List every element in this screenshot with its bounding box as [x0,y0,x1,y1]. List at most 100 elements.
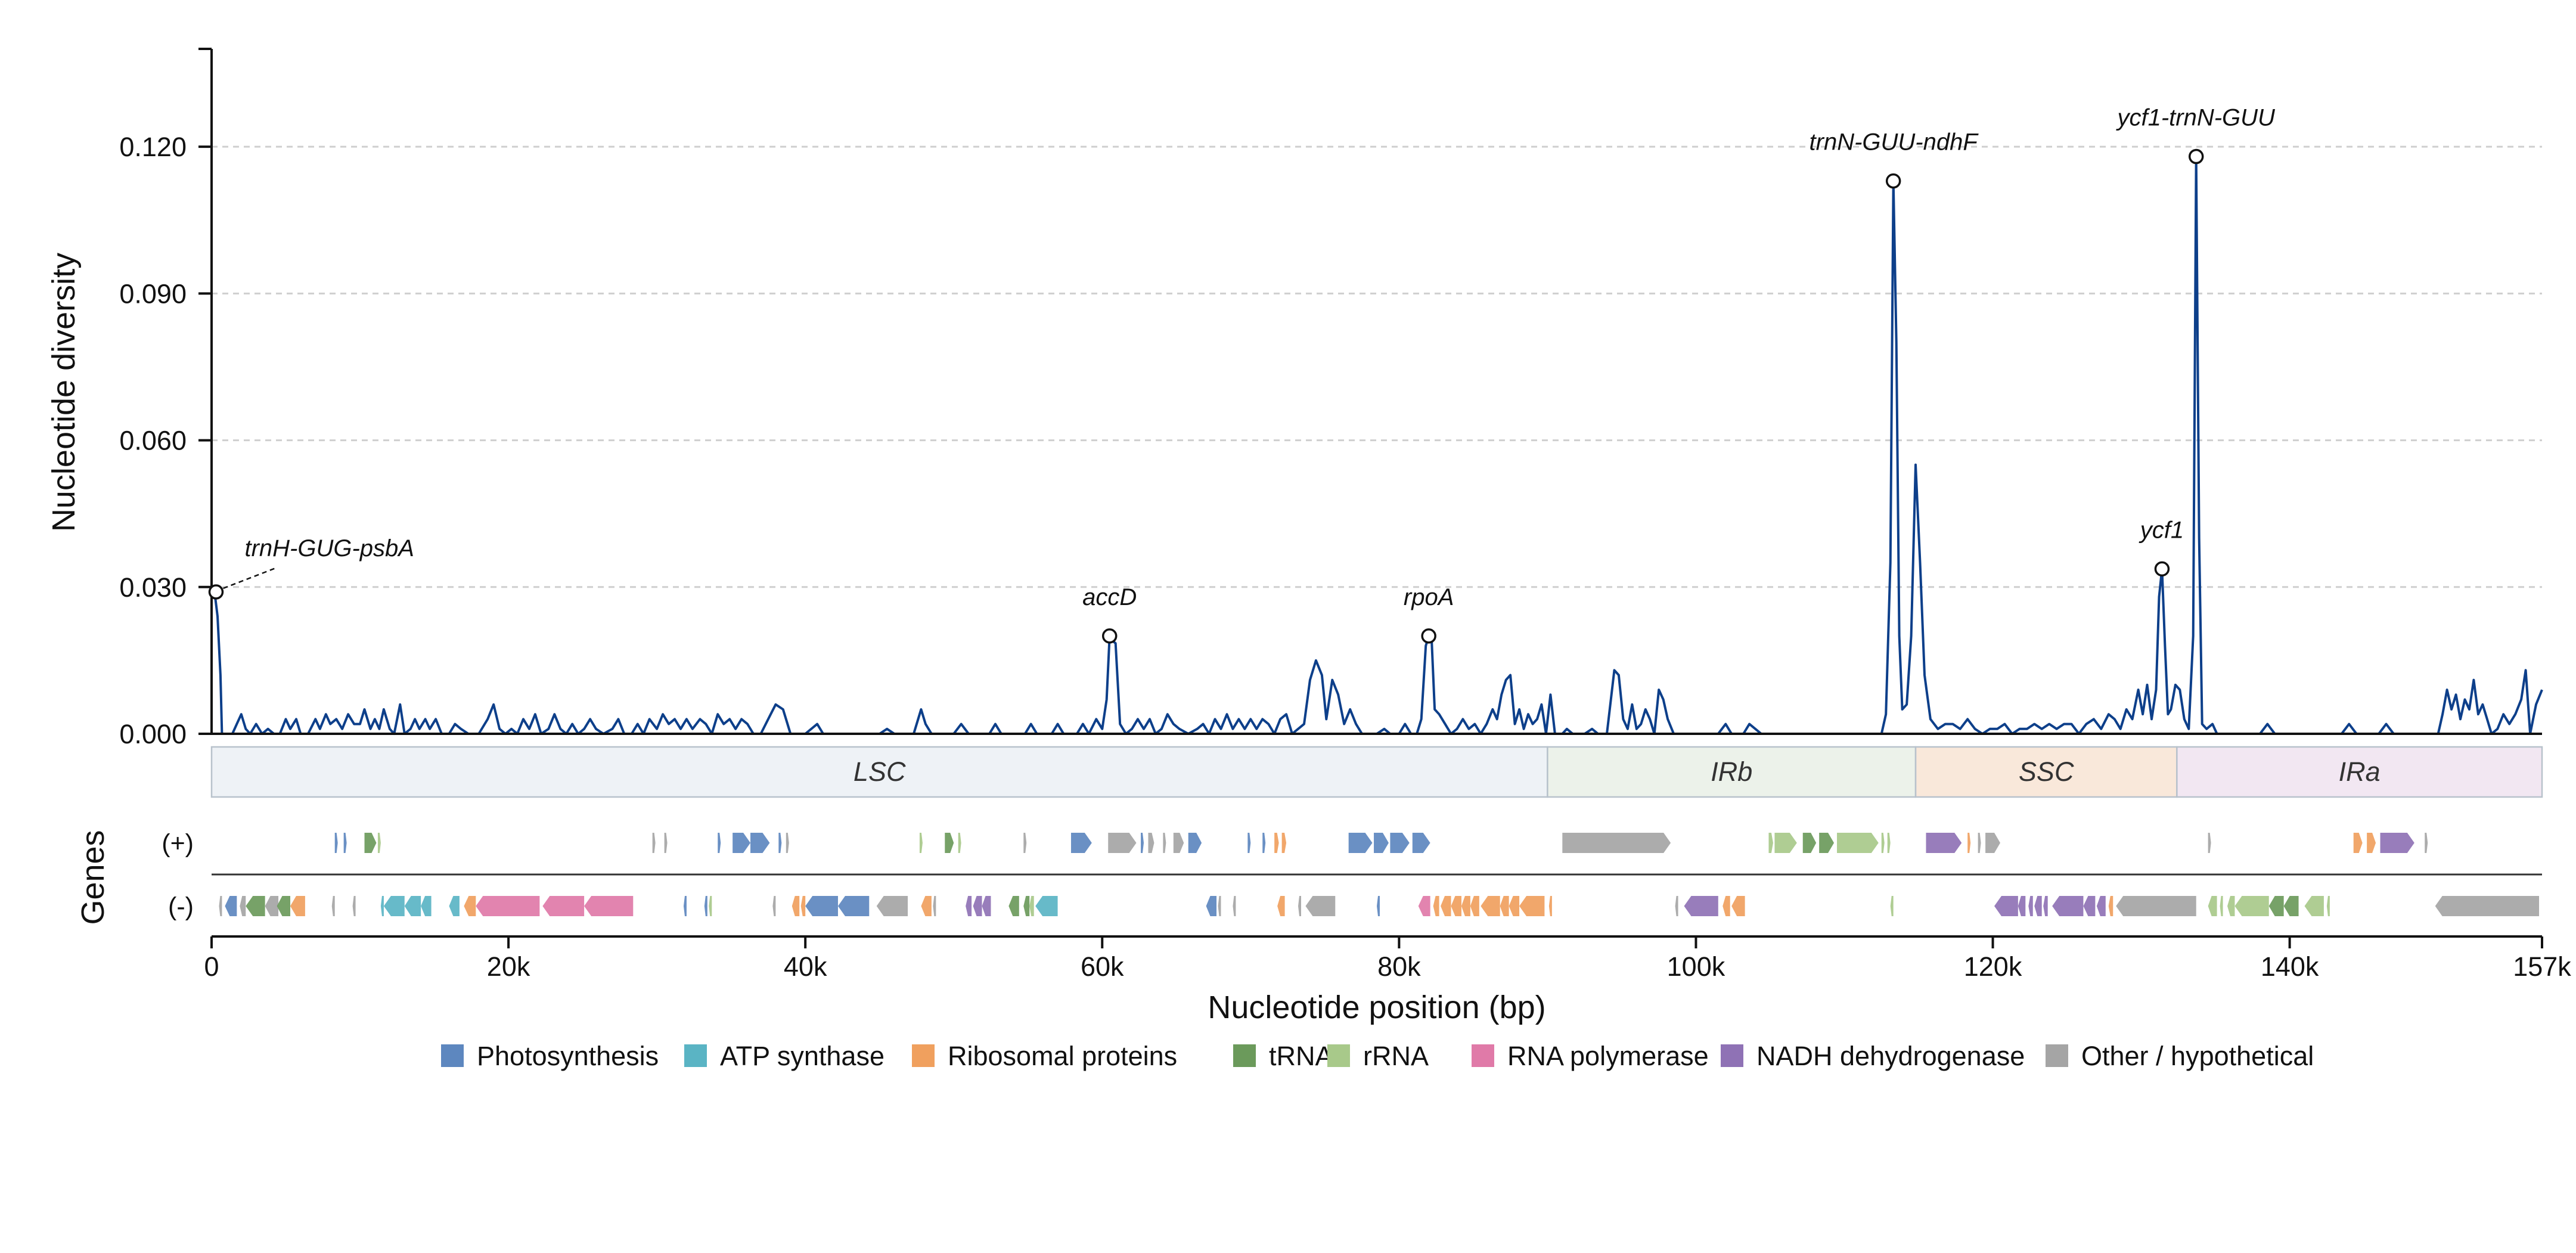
legend-swatch-other [2046,1044,2068,1067]
gene-minus [2227,896,2235,916]
legend-label: Photosynthesis [477,1041,659,1071]
gene-minus [1519,896,1545,916]
gene-minus [542,896,585,916]
peak-label: ycf1-trnN-GUU [2115,105,2276,131]
x-tick-label: 60k [1081,951,1124,982]
peak-marker [1101,628,1118,644]
gene-minus [421,896,432,916]
x-tick-label: 40k [784,951,827,982]
legend-swatch-rrna [1327,1044,1350,1067]
peak-marker [2188,148,2204,165]
gene-minus [1470,896,1479,916]
legend-label: ATP synthase [720,1041,884,1071]
peak-marker [2154,561,2170,577]
gene-plus [1163,833,1166,853]
gene-minus [380,896,384,916]
gene-minus [2435,896,2540,916]
x-tick-label: 140k [2261,951,2319,982]
gene-plus [919,833,923,853]
gene-plus [664,833,668,853]
gene-plus [1819,833,1835,853]
gene-minus [1008,896,1019,916]
gene-plus [945,833,954,853]
gene-minus [352,896,356,916]
gene-minus [2208,896,2217,916]
x-tick-label: 20k [487,951,530,982]
gene-minus [240,896,246,916]
peak-label: ycf1 [2139,517,2184,543]
gene-minus [1277,896,1285,916]
gene-minus [1035,896,1058,916]
gene-minus [1298,896,1301,916]
gene-minus [1451,896,1461,916]
gene-plus [1967,833,1971,853]
gene-plus [1348,833,1373,853]
gene-plus [778,833,782,853]
gene-minus [246,896,265,916]
gene-plus [1802,833,1817,853]
y-axis-title: Nucleotide diversity [46,253,82,532]
gene-plus [733,833,751,853]
gene-minus [800,896,806,916]
gene-minus [2304,896,2324,916]
gene-minus [2052,896,2084,916]
gene-minus [476,896,540,916]
gene-minus [1433,896,1439,916]
gene-minus [1731,896,1745,916]
gene-plus [2208,833,2211,853]
genes-track-title: Genes [75,830,111,925]
gene-plus [958,833,961,853]
y-tick-label: 0.060 [119,426,187,456]
gene-minus [966,896,972,916]
x-axis-title: Nucleotide position (bp) [1208,990,1545,1025]
gene-minus [1548,896,1552,916]
gene-minus [2326,896,2330,916]
gene-plus [2425,833,2428,853]
gene-minus [219,896,222,916]
y-tick-label: 0.090 [119,278,187,309]
legend-label: Other / hypothetical [2081,1041,2314,1071]
legend: Photosynthesis ATP synthase Ribosomal prot… [441,1041,2314,1071]
strand-minus-label: (-) [168,892,194,921]
gene-plus [1173,833,1184,853]
axes: 0.000 0.030 0.060 0.090 0.120 0 20k 40k 60k 80k 10… [119,48,2571,982]
gene-minus [2018,896,2026,916]
y-tick-label: 0.030 [119,572,187,603]
x-tick-label: 157k [2513,951,2571,982]
gene-minus [277,896,290,916]
gene-plus [377,833,381,853]
gene-plus [1108,833,1137,853]
gene-minus [683,896,687,916]
gene-minus [973,896,982,916]
gene-plus [1141,833,1144,853]
gene-plus [1926,833,1962,853]
gene-plus [1768,833,1773,853]
gene-minus [1684,896,1718,916]
gene-plus [786,833,789,853]
region-ira [2176,746,2543,798]
gene-plus [1023,833,1027,853]
region-label: LSC [854,756,906,787]
peak-marker [208,584,224,600]
gene-plus [1837,833,1879,853]
diversity-line-layer [212,155,2543,735]
gene-minus [584,896,634,916]
gene-minus [2116,896,2196,916]
gene-minus [837,896,870,916]
gene-plus [1281,833,1287,853]
gene-minus [2283,896,2299,916]
gene-plus [1978,833,1981,853]
legend-swatch-photo [441,1044,464,1067]
gene-plus [364,833,377,853]
gene-plus [1262,833,1266,853]
gene-minus [792,896,800,916]
gene-plus [1562,833,1671,853]
legend-label: tRNA [1269,1041,1333,1071]
region-ssc [1914,746,2178,798]
peak-annotations: trnH-GUG-psbA accD rpoA trnN-GUU-ndhF ycf1 yc… [208,105,2276,644]
peak-label: accD [1082,584,1137,610]
legend-swatch-rnap [1472,1044,1494,1067]
gene-plus [1374,833,1389,853]
gene-minus [1023,896,1030,916]
gene-minus [225,896,237,916]
